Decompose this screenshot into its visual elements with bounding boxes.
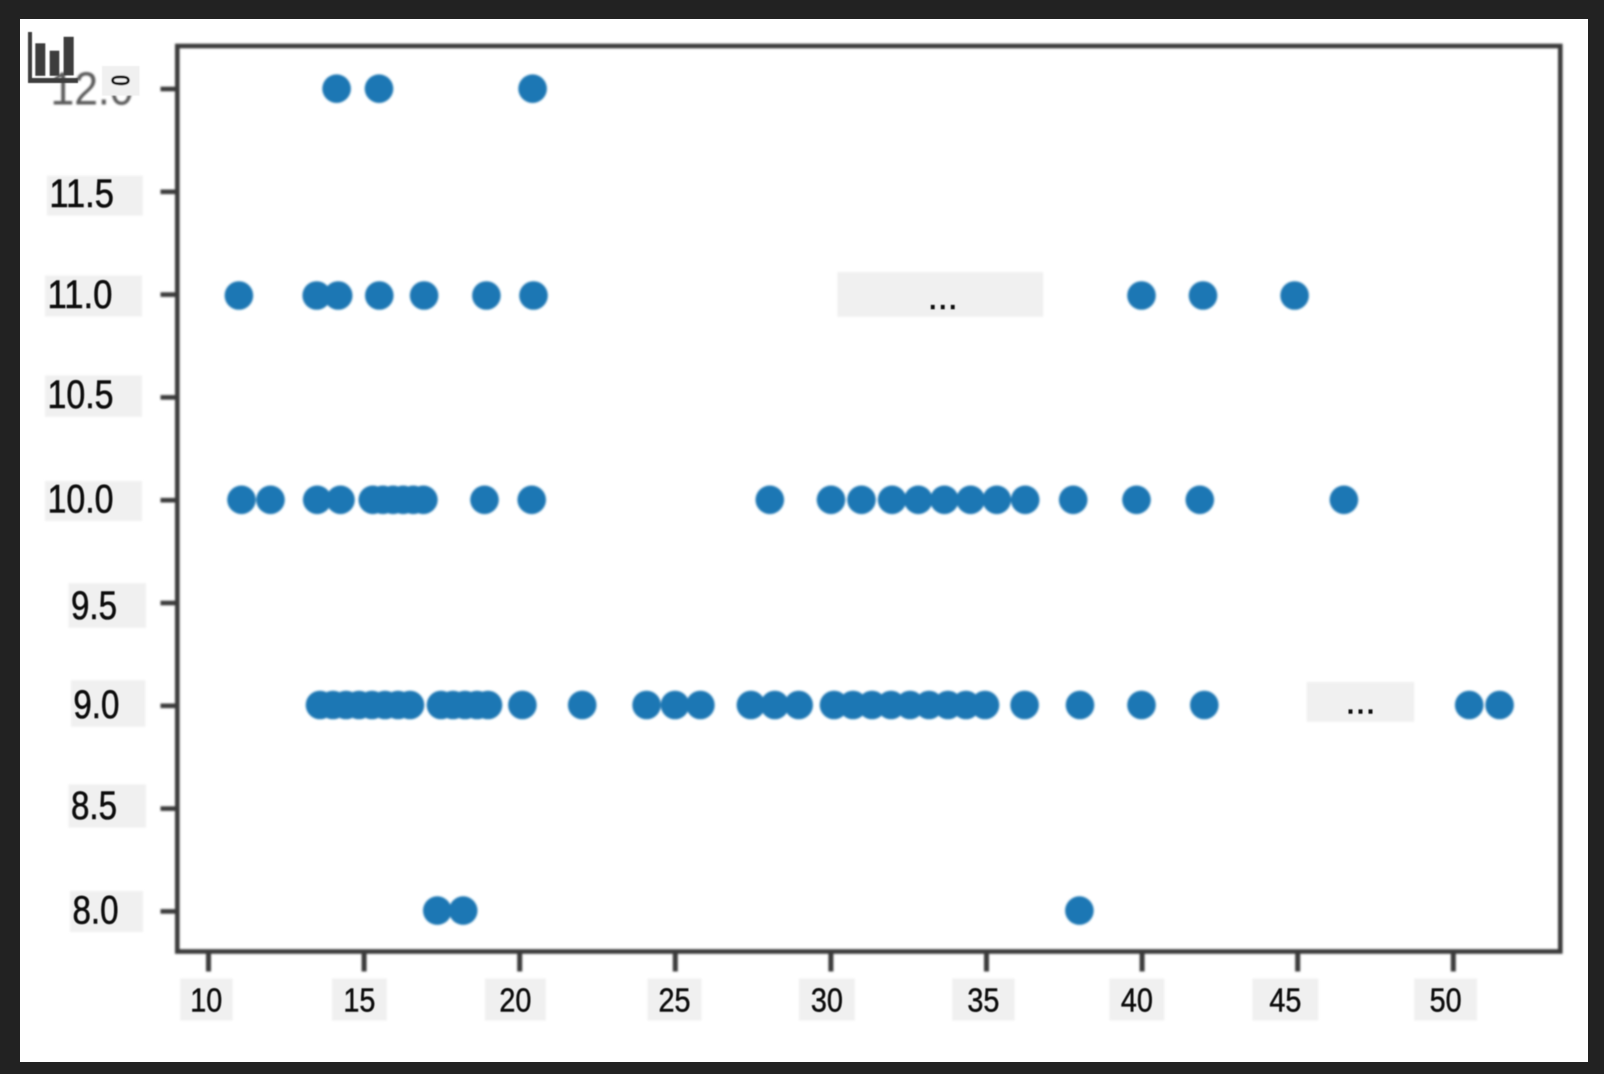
svg-text:40: 40 (1121, 982, 1153, 1019)
svg-text:...: ... (1345, 681, 1375, 722)
svg-text:10.0: 10.0 (48, 477, 114, 521)
svg-text:45: 45 (1269, 982, 1301, 1019)
svg-text:0: 0 (106, 75, 135, 86)
svg-text:11.5: 11.5 (49, 172, 114, 216)
svg-text:20: 20 (499, 982, 531, 1019)
svg-text:25: 25 (659, 982, 691, 1019)
svg-text:30: 30 (811, 982, 843, 1019)
svg-text:9.0: 9.0 (73, 683, 119, 727)
svg-text:10.5: 10.5 (48, 373, 114, 417)
svg-text:35: 35 (967, 982, 999, 1019)
svg-text:10: 10 (190, 982, 222, 1019)
svg-text:50: 50 (1430, 982, 1462, 1019)
svg-text:8.0: 8.0 (73, 888, 119, 932)
svg-text:11.0: 11.0 (48, 273, 113, 317)
svg-text:...: ... (928, 276, 958, 317)
svg-text:8.5: 8.5 (71, 784, 117, 828)
svg-text:9.5: 9.5 (71, 584, 117, 628)
svg-text:15: 15 (343, 982, 375, 1019)
